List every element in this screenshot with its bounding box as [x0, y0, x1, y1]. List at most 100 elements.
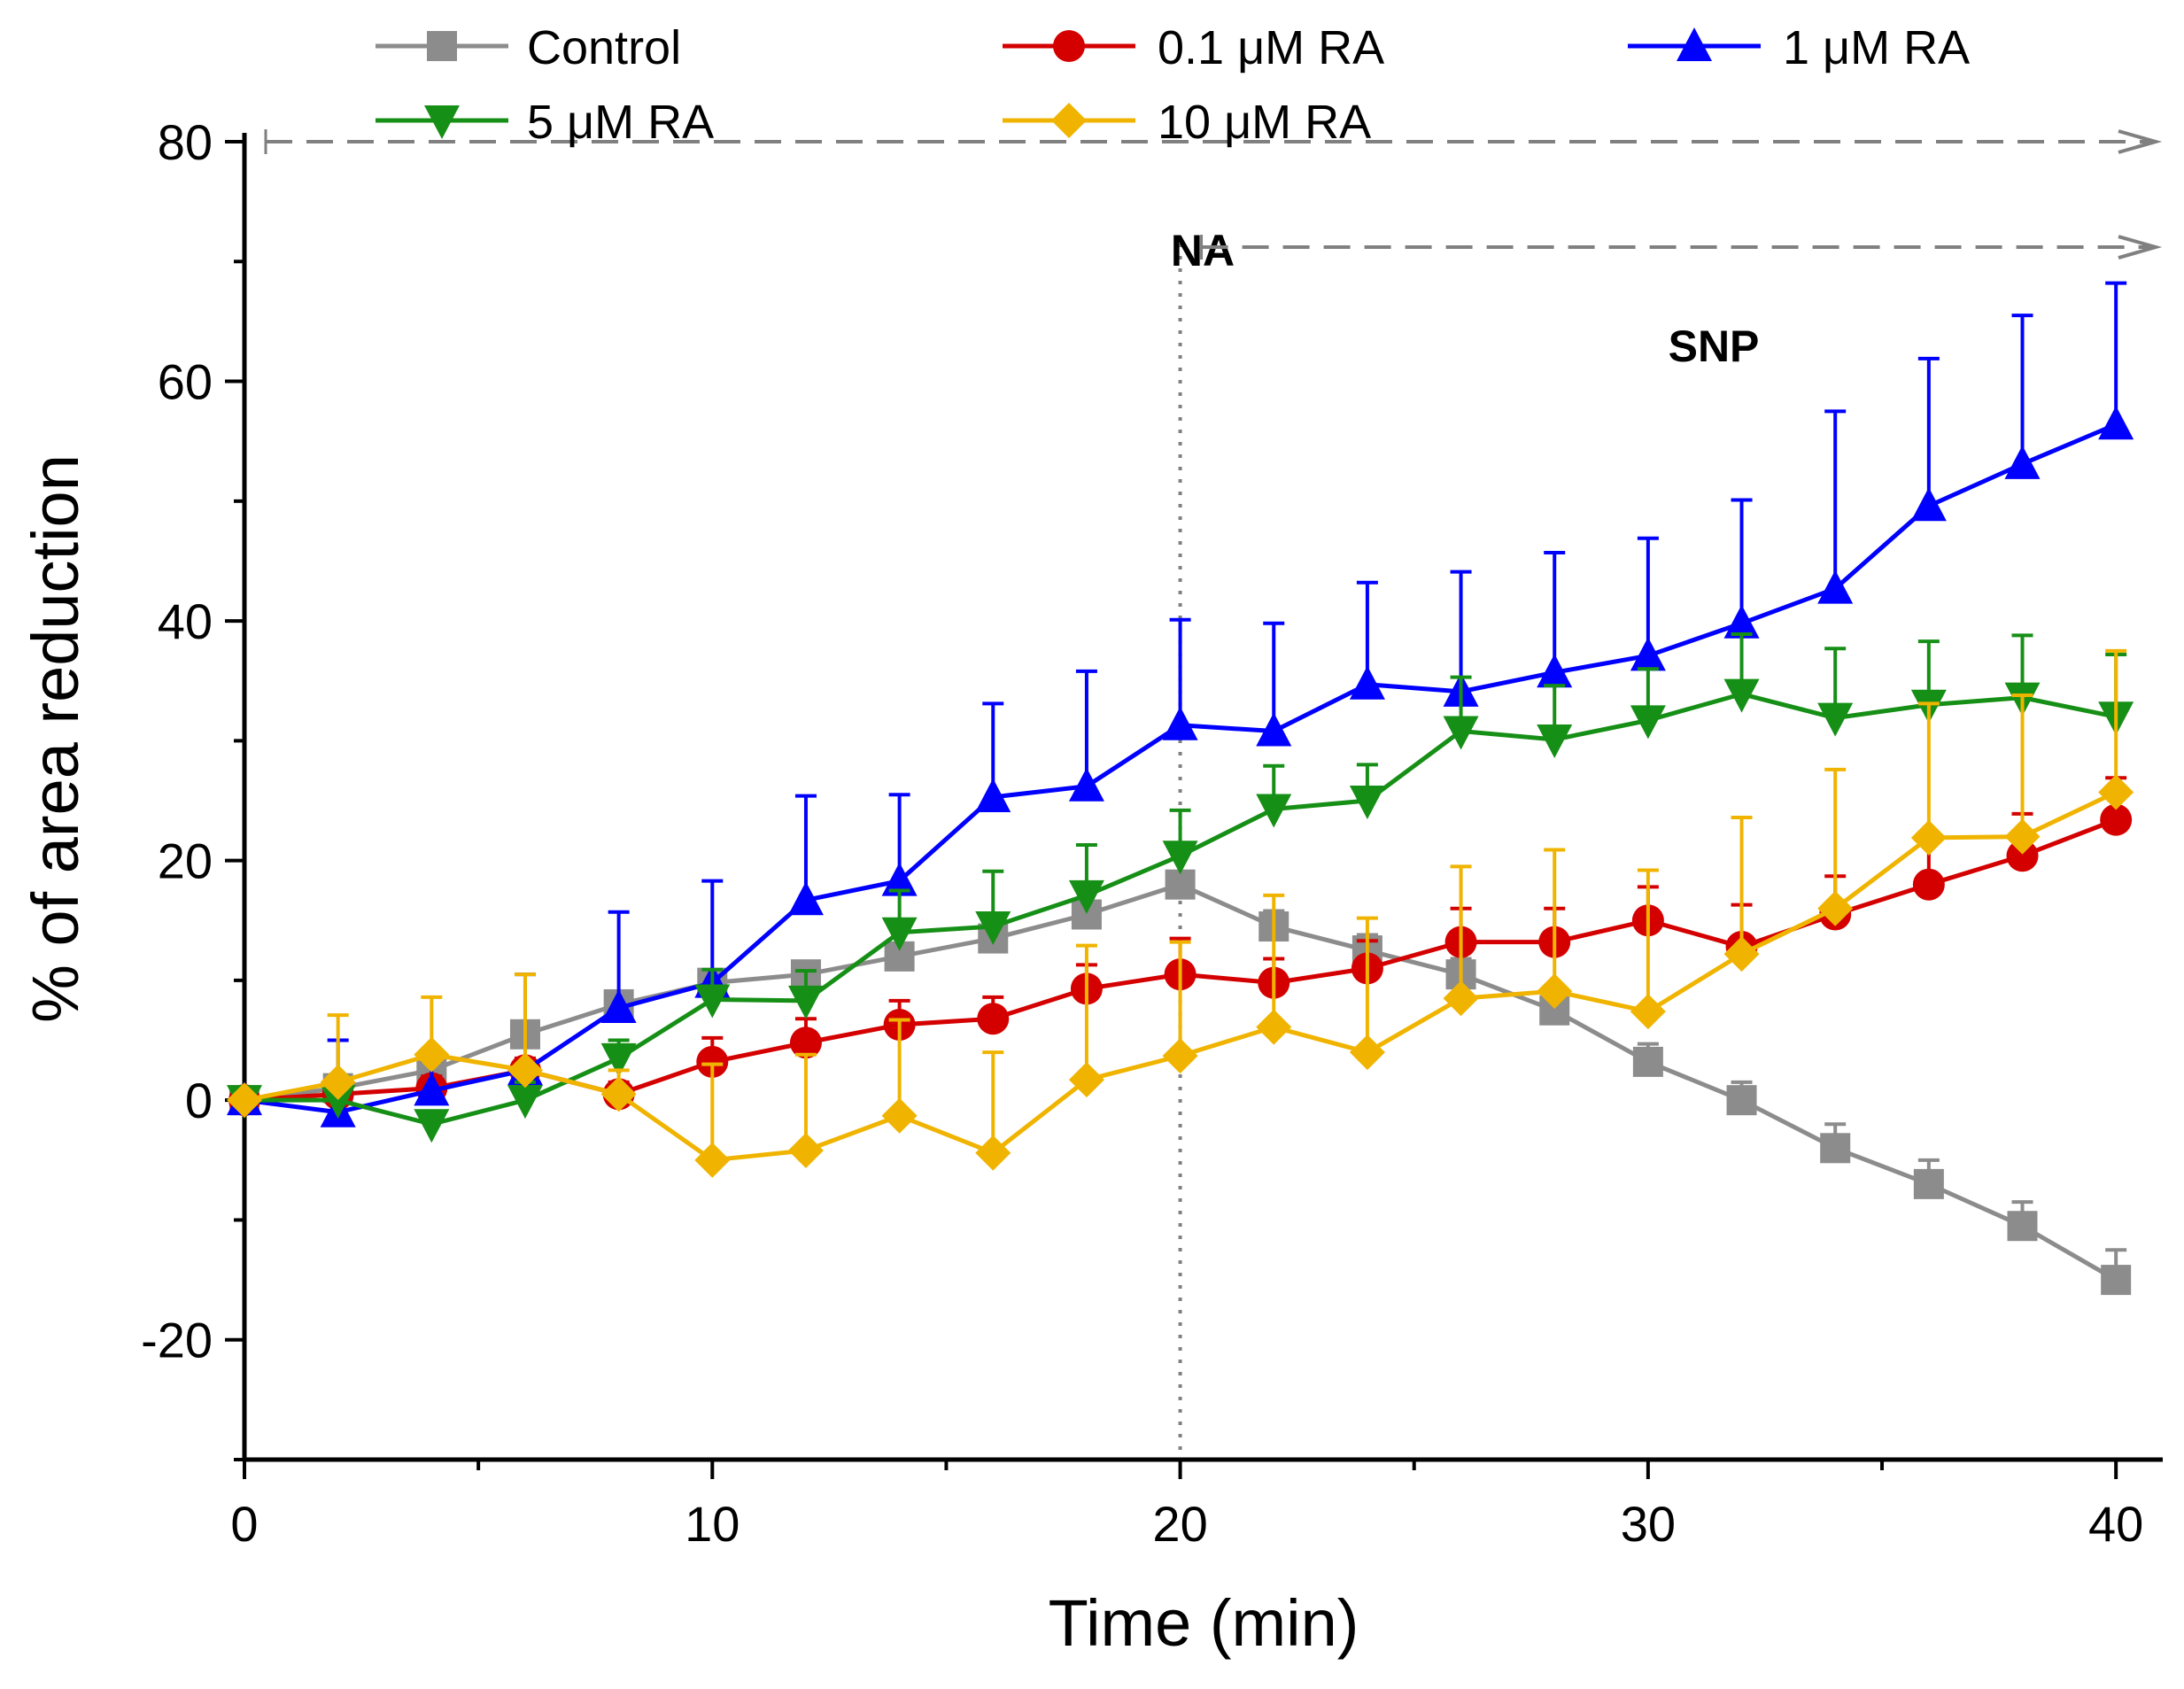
- axes-layer: 0 10 20 30 40 -20 0 20 40 60 80: [141, 114, 2163, 1552]
- data-point: [881, 862, 918, 896]
- y-tick-label: 0: [185, 1073, 213, 1128]
- data-point: [1910, 819, 1947, 856]
- data-point: [1068, 767, 1104, 802]
- data-point: [1817, 702, 1854, 737]
- data-point: [1165, 869, 1196, 900]
- x-tick-label: 0: [230, 1496, 258, 1552]
- data-point: [414, 1072, 450, 1106]
- legend-entry-1: 0.1 μM RA: [1003, 21, 1384, 74]
- data-point: [320, 1085, 356, 1120]
- data-point: [320, 1064, 356, 1100]
- data-point: [1162, 706, 1198, 740]
- y-axis-title: % of area reduction: [19, 454, 92, 1023]
- data-point: [227, 1082, 262, 1119]
- data-point: [1443, 716, 1479, 750]
- data-point: [1632, 1046, 1663, 1077]
- data-point: [977, 1003, 1010, 1035]
- data-point: [1630, 705, 1666, 740]
- data-point: [975, 911, 1011, 946]
- x-tick-label: 10: [685, 1496, 740, 1552]
- legend-label: Control: [527, 21, 681, 74]
- data-point: [1817, 890, 1854, 926]
- legend-label: 0.1 μM RA: [1158, 21, 1384, 74]
- data-point: [2100, 803, 2133, 836]
- data-point: [2006, 840, 2039, 872]
- data-point: [1537, 973, 1573, 1010]
- data-point: [1630, 994, 1666, 1030]
- data-point: [789, 1027, 822, 1059]
- x-axis-title: Time (min): [1049, 1586, 1359, 1660]
- data-point: [2098, 774, 2134, 810]
- data-point: [1068, 1062, 1104, 1098]
- legend-label: 10 μM RA: [1158, 96, 1371, 149]
- data-point: [1537, 724, 1573, 759]
- legend-entry-2: 1 μM RA: [1628, 21, 1970, 74]
- data-point: [1910, 487, 1947, 522]
- data-point: [507, 1085, 543, 1120]
- series-4: [227, 648, 2134, 1178]
- legend-marker: [1053, 30, 1085, 62]
- x-tick-label: 30: [1621, 1496, 1676, 1552]
- data-point: [1537, 654, 1573, 688]
- x-tick-label: 40: [2088, 1496, 2143, 1552]
- data-point: [1443, 980, 1479, 1017]
- y-tick-label: 20: [158, 833, 213, 889]
- data-point: [600, 1042, 637, 1077]
- data-point: [1256, 1009, 1292, 1045]
- legend-entry-0: Control: [376, 21, 681, 74]
- data-point: [600, 989, 637, 1024]
- data-point: [2098, 406, 2134, 440]
- data-point: [787, 985, 824, 1019]
- legend-marker: [424, 105, 460, 139]
- data-point: [2004, 445, 2041, 479]
- data-point: [1349, 1034, 1385, 1071]
- data-point: [1723, 604, 1760, 639]
- legend-label: 5 μM RA: [527, 96, 714, 149]
- legend-marker: [1051, 103, 1087, 138]
- data-point: [1256, 712, 1292, 747]
- legend-entry-4: 10 μM RA: [1003, 96, 1371, 149]
- data-point: [600, 1076, 637, 1112]
- legend-marker: [1677, 27, 1712, 61]
- data-point: [414, 1109, 450, 1143]
- data-point: [1723, 678, 1760, 713]
- data-point: [2007, 1211, 2038, 1242]
- data-point: [881, 917, 918, 951]
- annotation-label-snp: SNP: [1669, 322, 1760, 371]
- legend-marker: [427, 31, 457, 61]
- data-point: [1349, 786, 1385, 819]
- data-point: [1256, 794, 1292, 828]
- data-point: [1068, 879, 1104, 914]
- annotation-arrowhead: [2118, 129, 2163, 154]
- data-point: [1162, 841, 1198, 875]
- data-point: [787, 1132, 824, 1168]
- series-3: [227, 631, 2134, 1143]
- x-tick-label: 20: [1152, 1496, 1207, 1552]
- data-point: [694, 984, 731, 1019]
- data-point: [975, 1135, 1011, 1171]
- data-point: [1820, 1133, 1851, 1164]
- annotation-arrowhead: [2118, 235, 2163, 260]
- data-point: [414, 1036, 450, 1073]
- data-point: [1723, 936, 1760, 972]
- legend-entry-3: 5 μM RA: [376, 96, 714, 149]
- data-point: [1162, 1038, 1198, 1074]
- legend-label: 1 μM RA: [1783, 21, 1970, 74]
- data-point: [881, 1097, 918, 1134]
- y-tick-label: 40: [158, 593, 213, 649]
- data-point: [787, 881, 824, 916]
- y-tick-label: -20: [141, 1313, 213, 1368]
- data-point: [507, 1052, 543, 1089]
- series-layer: [227, 281, 2134, 1296]
- data-point: [1817, 569, 1854, 604]
- data-point: [1912, 868, 1945, 901]
- data-point: [694, 1142, 731, 1178]
- data-point: [1913, 1168, 1944, 1199]
- y-tick-label: 80: [158, 114, 213, 170]
- data-point: [1726, 1085, 1757, 1116]
- y-tick-label: 60: [158, 354, 213, 410]
- data-point: [1630, 637, 1666, 671]
